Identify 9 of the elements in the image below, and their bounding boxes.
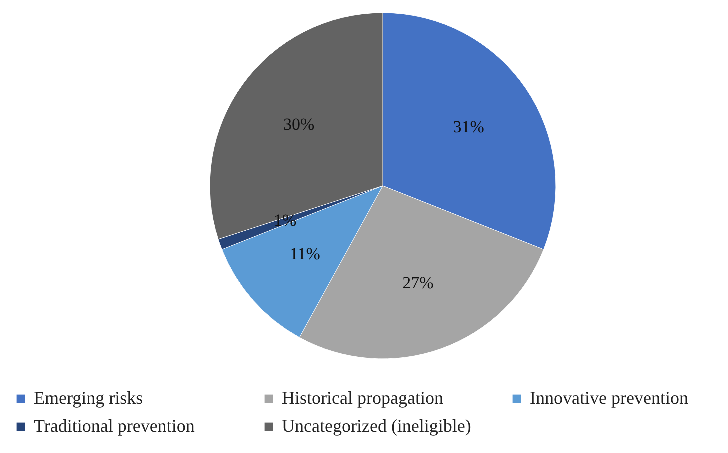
legend-label: Emerging risks: [34, 388, 144, 408]
legend-label: Innovative prevention: [530, 388, 688, 408]
data-label: 11%: [290, 244, 320, 264]
data-label: 30%: [283, 114, 315, 134]
data-label: 31%: [453, 118, 484, 137]
legend-label: Traditional prevention: [34, 416, 195, 436]
legend-label: Uncategorized (ineligible): [282, 416, 472, 436]
data-label: 27%: [402, 274, 434, 293]
legend-label: Historical propagation: [282, 388, 444, 408]
